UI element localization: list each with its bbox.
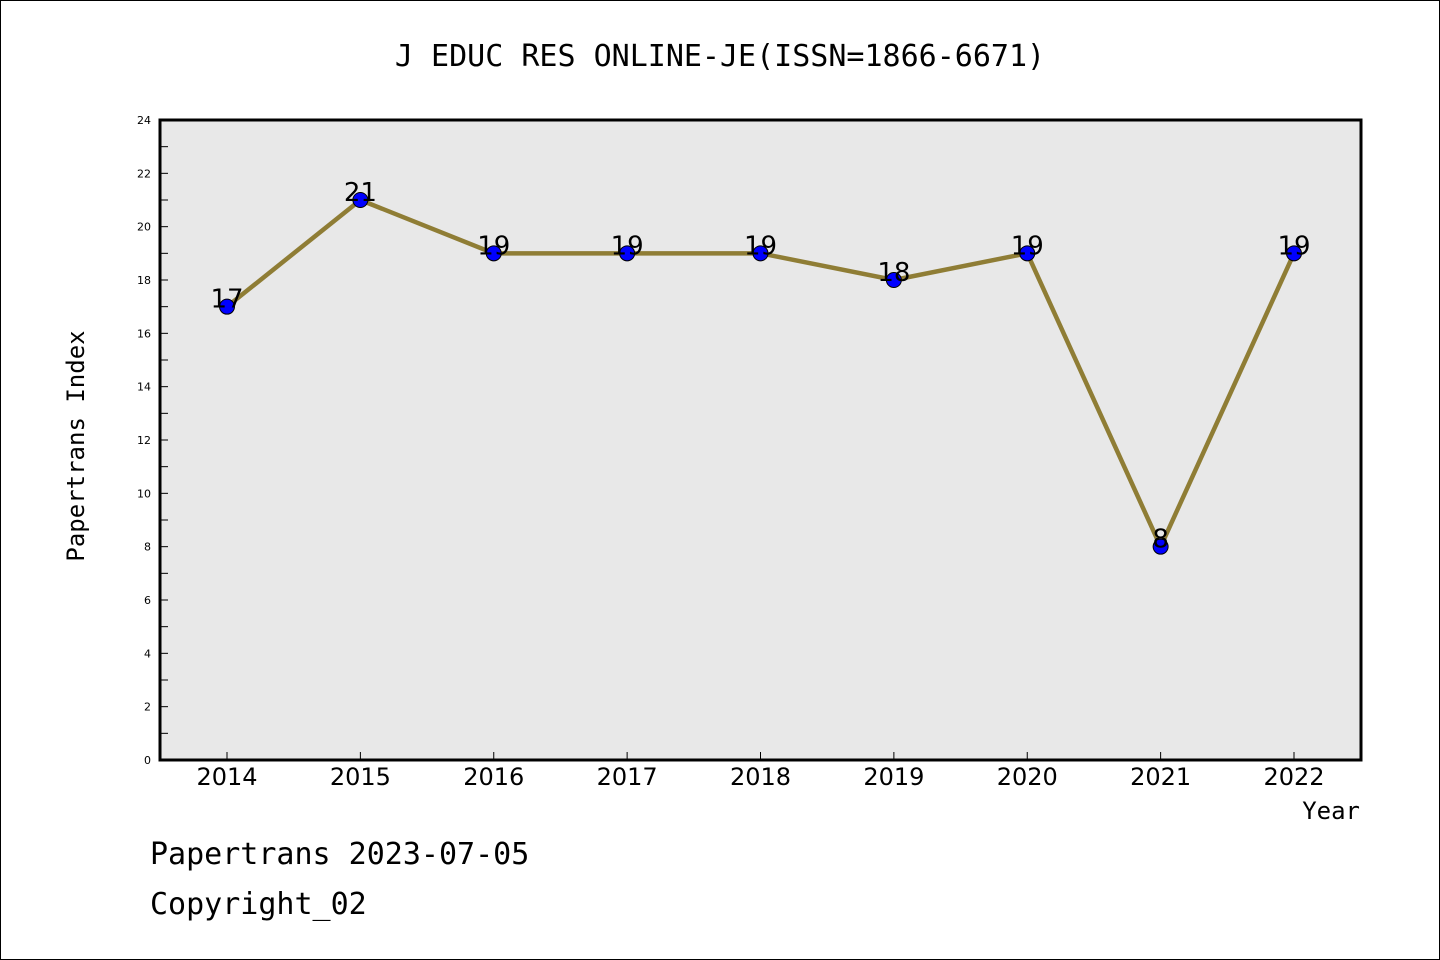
data-label: 17 [210, 285, 243, 315]
x-tick-label: 2021 [1130, 763, 1191, 791]
y-tick-label: 20 [137, 221, 151, 234]
data-label: 21 [344, 178, 377, 208]
data-label: 19 [1011, 231, 1044, 261]
y-tick-label: 4 [144, 647, 151, 660]
y-tick-label: 6 [144, 594, 151, 607]
x-tick-label: 2018 [730, 763, 791, 791]
x-tick-label: 2017 [597, 763, 658, 791]
y-tick-label: 10 [137, 487, 151, 500]
x-tick-label: 2014 [196, 763, 257, 791]
y-axis-label: Papertrans Index [62, 330, 90, 561]
data-point [619, 245, 636, 262]
y-tick-label: 8 [144, 541, 151, 554]
series-markers [219, 192, 1302, 555]
data-point [752, 245, 769, 262]
y-tick-label: 0 [144, 754, 151, 767]
y-tick-label: 18 [137, 274, 151, 287]
x-tick-label: 2015 [330, 763, 391, 791]
data-point [1152, 538, 1169, 555]
x-axis-label: Year [1302, 797, 1360, 825]
y-tick-label: 2 [144, 701, 151, 714]
y-tick-label: 22 [137, 167, 151, 180]
data-point [352, 192, 369, 208]
data-label: 19 [1277, 231, 1310, 261]
data-label: 18 [877, 258, 910, 288]
data-label: 8 [1152, 525, 1169, 555]
chart-title: J EDUC RES ONLINE-JE(ISSN=1866-6671) [395, 39, 1045, 74]
data-label: 19 [477, 231, 510, 261]
y-tick-label: 12 [137, 434, 151, 447]
footer-date: Papertrans 2023-07-05 [150, 837, 529, 872]
x-tick-label: 2016 [463, 763, 524, 791]
data-labels: 17 21 19 19 19 18 19 8 19 [210, 178, 1310, 555]
data-point [219, 298, 235, 315]
data-point [1286, 245, 1302, 262]
x-tick-label: 2022 [1263, 763, 1324, 791]
y-tick-label: 16 [137, 327, 151, 340]
data-label: 19 [611, 231, 644, 261]
y-tick-label: 24 [137, 114, 151, 127]
y-tick-label: 14 [137, 381, 151, 394]
data-point [485, 245, 502, 262]
x-axis: 2014 2015 2016 2017 2018 2019 2020 2021 2022 [196, 752, 1325, 791]
footer-copyright: Copyright_02 [150, 887, 367, 922]
x-tick-label: 2020 [997, 763, 1058, 791]
data-point [885, 272, 902, 288]
plot-area [158, 118, 1363, 762]
data-label: 19 [744, 231, 777, 261]
x-tick-label: 2019 [863, 763, 924, 791]
data-point [1019, 245, 1036, 262]
